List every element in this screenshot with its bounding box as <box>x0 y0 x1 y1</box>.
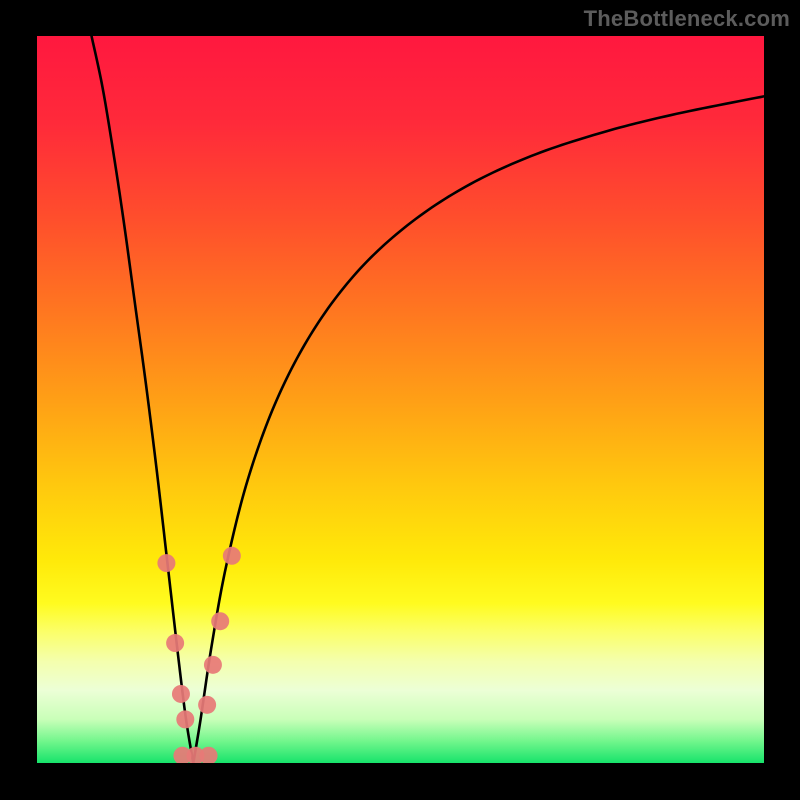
data-marker <box>166 634 184 652</box>
data-marker <box>204 656 222 674</box>
chart-svg <box>37 36 764 763</box>
data-marker <box>157 554 175 572</box>
data-marker <box>211 612 229 630</box>
figure-frame: TheBottleneck.com <box>0 0 800 800</box>
gradient-background <box>37 36 764 763</box>
data-marker <box>176 710 194 728</box>
data-marker <box>223 547 241 565</box>
data-marker <box>172 685 190 703</box>
watermark-text: TheBottleneck.com <box>584 6 790 32</box>
plot-area <box>37 36 764 763</box>
data-marker <box>198 696 216 714</box>
